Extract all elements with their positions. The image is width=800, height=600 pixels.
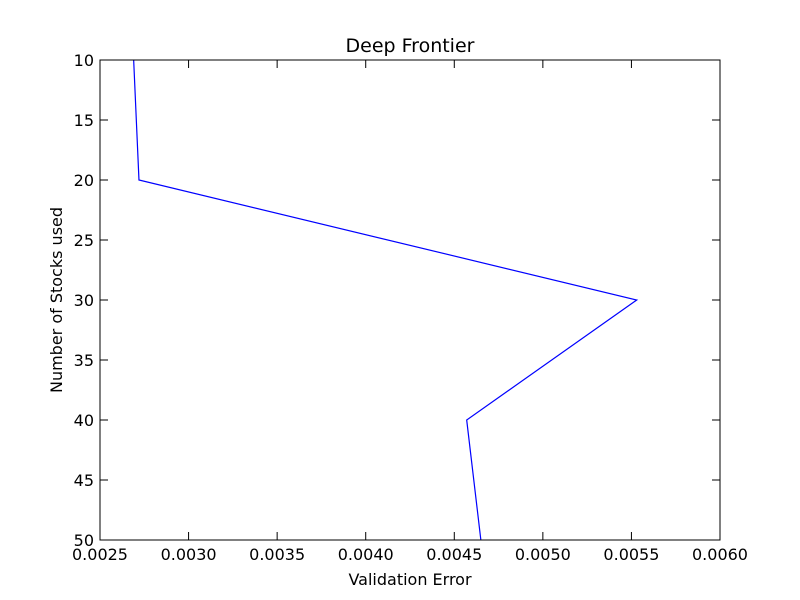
x-tick-label: 0.0040 [338,545,394,564]
x-tick-label: 0.0030 [161,545,217,564]
x-tick-label: 0.0055 [603,545,659,564]
chart-title: Deep Frontier [346,35,475,57]
y-tick-label: 50 [74,531,94,550]
y-tick-label: 35 [74,351,94,370]
y-axis-title: Number of Stocks used [47,207,66,393]
x-tick-label: 0.0060 [692,545,748,564]
y-tick-label: 25 [74,231,94,250]
y-tick-label: 30 [74,291,94,310]
series-line [133,59,639,541]
x-tick-label: 0.0045 [426,545,482,564]
y-tick-label: 10 [74,51,94,70]
x-axis-ticks: 0.0025 0.0030 0.0035 0.0040 0.0045 0.0050 0.00… [72,60,748,564]
x-tick-label: 0.0025 [72,545,128,564]
y-axis-ticks: 10 15 20 25 30 35 40 45 50 [74,51,720,550]
x-axis-title: Validation Error [348,570,472,589]
series-layer [133,59,639,541]
y-tick-label: 15 [74,111,94,130]
x-tick-label: 0.0035 [249,545,305,564]
y-tick-label: 45 [74,471,94,490]
y-tick-label: 40 [74,411,94,430]
x-tick-label: 0.0050 [515,545,571,564]
plot-area-frame [99,59,721,541]
y-tick-label: 20 [74,171,94,190]
